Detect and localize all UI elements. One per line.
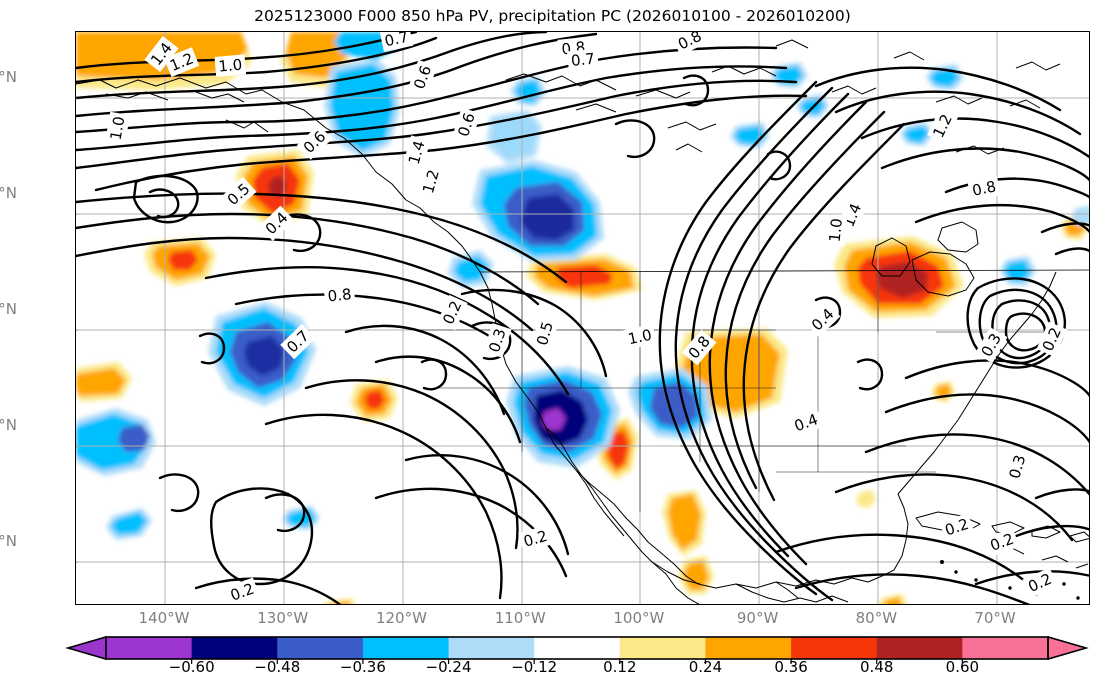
contour-label: 0.8 bbox=[967, 175, 1001, 202]
longitude-label: 130°W bbox=[257, 609, 309, 627]
y-tick bbox=[76, 330, 77, 332]
contour-label: 0.7 bbox=[379, 32, 414, 52]
colorbar-extend-max bbox=[1047, 635, 1089, 661]
x-tick bbox=[284, 604, 285, 605]
page-title: 2025123000 F000 850 hPa PV, precipitatio… bbox=[254, 7, 851, 25]
x-tick bbox=[165, 604, 166, 605]
x-tick bbox=[521, 604, 522, 605]
y-tick bbox=[76, 446, 77, 448]
x-tick bbox=[640, 604, 641, 605]
contour-label: 1.0 bbox=[824, 214, 848, 247]
longitude-label: 70°W bbox=[974, 609, 1016, 627]
colorbar-tick-label: −0.12 bbox=[511, 658, 558, 676]
colorbar-segment bbox=[534, 637, 621, 659]
contour-label: 1.0 bbox=[105, 111, 131, 145]
colorbar-tick-label: 0.12 bbox=[603, 658, 637, 676]
x-tick bbox=[402, 604, 403, 605]
svg-text:0.5: 0.5 bbox=[533, 320, 557, 348]
svg-text:1.4: 1.4 bbox=[405, 139, 429, 167]
colorbar-segment bbox=[791, 637, 878, 659]
longitude-label: 100°W bbox=[613, 609, 665, 627]
colorbar-segment bbox=[362, 637, 450, 659]
contour-label: 0.6 bbox=[296, 124, 333, 160]
contour-label: 1.4 bbox=[402, 135, 431, 170]
svg-text:1.0: 1.0 bbox=[826, 217, 846, 243]
svg-text:0.2: 0.2 bbox=[521, 527, 549, 551]
contour-label: 0.2 bbox=[984, 527, 1020, 557]
contour-label: 0.3 bbox=[483, 323, 512, 358]
x-tick bbox=[759, 604, 760, 605]
colorbar-tick-label: −0.48 bbox=[254, 658, 301, 676]
colorbar-tick-label: 0.24 bbox=[688, 658, 723, 676]
latitude-label: 30°N bbox=[0, 416, 17, 435]
contour-label: 0.2 bbox=[1036, 321, 1068, 358]
contour-label: 0.6 bbox=[408, 59, 438, 95]
colorbar-segment bbox=[106, 637, 193, 659]
longitude-label: 80°W bbox=[855, 609, 898, 627]
contour-label: 0.3 bbox=[1003, 449, 1032, 485]
svg-text:1.2: 1.2 bbox=[419, 168, 443, 196]
colorbar-segment bbox=[876, 637, 963, 659]
svg-text:1.0: 1.0 bbox=[107, 115, 129, 142]
colorbar-tick-label: −0.36 bbox=[339, 658, 386, 676]
colorbar-segment bbox=[705, 637, 792, 659]
colorbar-tick-label: 0.60 bbox=[945, 658, 980, 676]
contour-label: 1.0 bbox=[623, 324, 657, 350]
contour-label: 0.8 bbox=[671, 32, 708, 56]
y-tick bbox=[76, 562, 77, 564]
contour-label: 0.4 bbox=[804, 301, 841, 338]
longitude-label: 90°W bbox=[736, 609, 779, 627]
latitude-label: 60°N bbox=[0, 68, 17, 87]
svg-text:1.0: 1.0 bbox=[218, 56, 243, 76]
colorbar-swatches bbox=[65, 635, 1089, 664]
map-canvas: 1.41.2 1.01.0 0.60.50.40.80.70.20.21.41.20… bbox=[76, 32, 1089, 604]
longitude-label: 110°W bbox=[494, 609, 546, 627]
contour-label: 1.0 bbox=[214, 54, 247, 77]
contour-label: 1.2 bbox=[927, 108, 959, 144]
pv-contours bbox=[76, 32, 1089, 604]
colorbar-segment bbox=[448, 637, 535, 659]
contour-label: 0.2 bbox=[518, 524, 553, 553]
svg-text:0.7: 0.7 bbox=[570, 50, 596, 70]
contour-label: 0.2 bbox=[1022, 567, 1058, 599]
latitude-label: 50°N bbox=[0, 184, 17, 203]
longitude-label: 120°W bbox=[375, 609, 427, 627]
map-plot-area[interactable]: 1.4 1.2 1.0 1.0 0.6 0.5 0.4 0.8 0.7 0.2 0.2 1.4 1.2 0… bbox=[75, 31, 1090, 605]
svg-text:0.3: 0.3 bbox=[1005, 453, 1029, 481]
longitude-label: 140°W bbox=[138, 609, 190, 627]
latitude-label: 20°N bbox=[0, 532, 17, 551]
contour-label: 0.7 bbox=[566, 48, 599, 72]
y-tick bbox=[76, 98, 77, 100]
colorbar-segment bbox=[619, 637, 707, 659]
colorbar-segment bbox=[191, 637, 278, 659]
y-tick bbox=[76, 214, 77, 216]
colorbar-tick-label: 0.48 bbox=[860, 658, 894, 676]
contour-label: 1.2 bbox=[417, 164, 445, 199]
x-tick bbox=[996, 604, 997, 605]
colorbar-tick-label: −0.60 bbox=[168, 658, 215, 676]
colorbar[interactable]: −0.60 −0.48 −0.36 −0.24 −0.12 0.12 0.24 0.36 0.4… bbox=[0, 630, 1105, 698]
colorbar-extend-min bbox=[65, 635, 107, 661]
contour-label: 0.2 bbox=[939, 513, 975, 542]
svg-text:1.0: 1.0 bbox=[626, 326, 653, 349]
colorbar-outline bbox=[105, 636, 1049, 660]
svg-text:0.8: 0.8 bbox=[971, 177, 998, 200]
svg-text:0.7: 0.7 bbox=[383, 32, 410, 50]
colorbar-segment bbox=[962, 637, 1049, 659]
contour-label: 0.2 bbox=[224, 577, 260, 604]
colorbar-segment bbox=[277, 637, 364, 659]
colorbar-tick-label: 0.36 bbox=[774, 658, 808, 676]
colorbar-tick-label: −0.24 bbox=[425, 658, 472, 676]
x-tick bbox=[877, 604, 878, 605]
svg-text:0.8: 0.8 bbox=[327, 285, 353, 305]
latitude-label: 40°N bbox=[0, 300, 17, 319]
contour-label: 0.8 bbox=[323, 283, 356, 307]
contour-label: 0.5 bbox=[531, 316, 559, 351]
